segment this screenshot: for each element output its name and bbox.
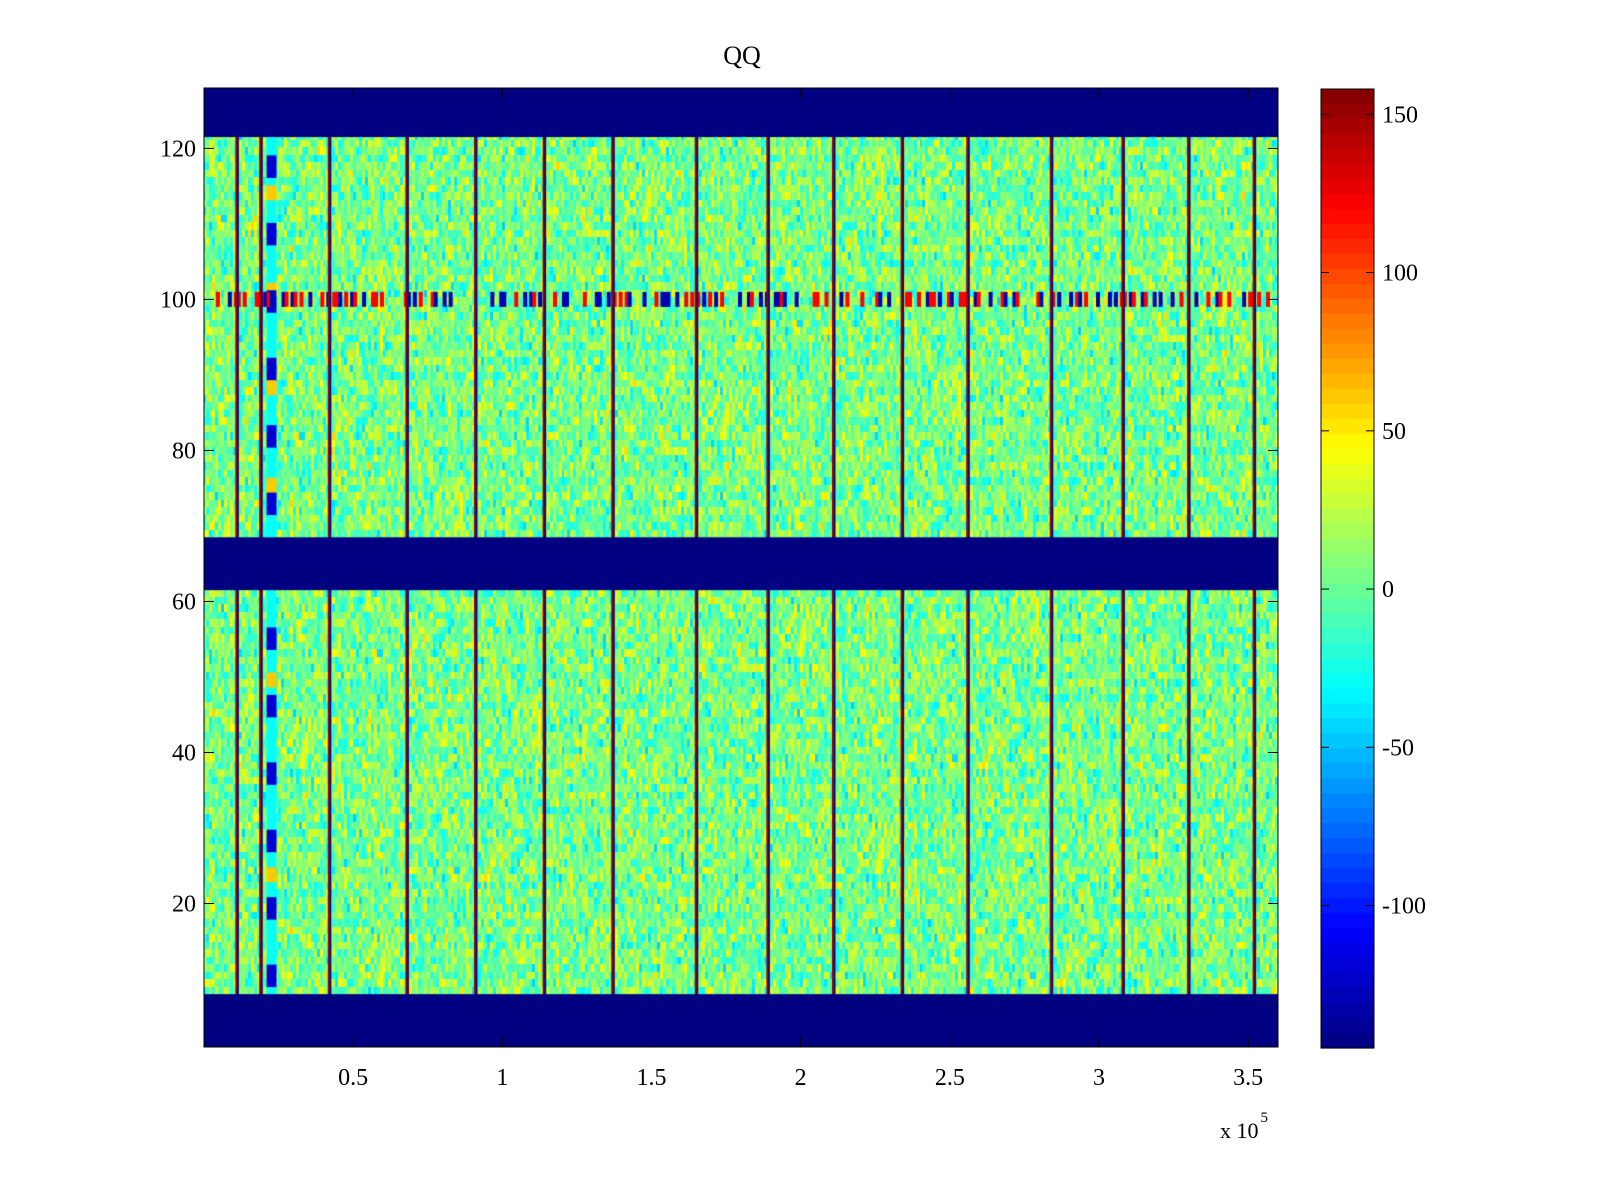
- colorbar-segment: [1321, 808, 1374, 824]
- colorbar-segment: [1321, 973, 1374, 989]
- colorbar-tick-label: -100: [1382, 894, 1426, 920]
- colorbar-segment: [1321, 553, 1374, 570]
- colorbar-segment: [1321, 163, 1374, 180]
- x-tick-label: 3: [1093, 1065, 1105, 1091]
- colorbar-segment: [1321, 328, 1374, 345]
- colorbar-segment: [1321, 568, 1374, 585]
- colorbar-tick-label: 0: [1382, 577, 1394, 603]
- colorbar-axis: 150 100 50 0 -50 -100: [1321, 102, 1426, 920]
- colorbar-segment: [1321, 703, 1374, 719]
- colorbar-segment: [1321, 658, 1374, 674]
- y-tick-label: 100: [160, 287, 196, 313]
- colorbar-segment: [1321, 103, 1374, 120]
- colorbar-tick-label: -50: [1382, 735, 1414, 761]
- y-tick-label: 120: [160, 136, 196, 162]
- colorbar-segment: [1321, 733, 1374, 749]
- colorbar-segment: [1321, 718, 1374, 734]
- colorbar-segment: [1321, 388, 1374, 405]
- colorbar-segment: [1321, 133, 1374, 150]
- colorbar-segment: [1321, 928, 1374, 944]
- colorbar-segment: [1321, 1003, 1374, 1019]
- colorbar-segment: [1321, 493, 1374, 510]
- colorbar-segment: [1321, 478, 1374, 495]
- y-tick-label: 20: [172, 892, 196, 918]
- colorbar-segment: [1321, 358, 1374, 375]
- colorbar-segment: [1321, 613, 1374, 630]
- x-tick-label: 0.5: [338, 1065, 368, 1091]
- colorbar-segment: [1321, 763, 1374, 779]
- colorbar-segment: [1321, 1033, 1374, 1049]
- colorbar-segment: [1321, 943, 1374, 959]
- colorbar-segment: [1321, 343, 1374, 360]
- colorbar-segment: [1321, 298, 1374, 315]
- colorbar-segment: [1321, 433, 1374, 450]
- colorbar-segment: [1321, 448, 1374, 465]
- colorbar-tick-label: 150: [1382, 102, 1418, 128]
- colorbar-segment: [1321, 673, 1374, 689]
- heatmap-plot-area: [204, 88, 1278, 1047]
- colorbar-segment: [1321, 223, 1374, 240]
- x-axis-multiplier: x 10 5: [1220, 1110, 1268, 1143]
- colorbar-segment: [1321, 403, 1374, 420]
- colorbar-segment: [1321, 823, 1374, 839]
- colorbar-segment: [1321, 208, 1374, 225]
- colorbar-segment: [1321, 523, 1374, 540]
- colorbar-segment: [1321, 118, 1374, 135]
- colorbar-segment: [1321, 508, 1374, 525]
- colorbar-segment: [1321, 643, 1374, 660]
- colorbar-segment: [1321, 868, 1374, 884]
- colorbar-segment: [1321, 253, 1374, 270]
- colorbar-segment: [1321, 778, 1374, 794]
- colorbar-segment: [1321, 988, 1374, 1004]
- colorbar-segment: [1321, 148, 1374, 165]
- colorbar-segment: [1321, 898, 1374, 914]
- plot-frame: [203, 87, 1279, 1048]
- x-tick-label: 3.5: [1233, 1065, 1263, 1091]
- colorbar-segment: [1321, 178, 1374, 195]
- colorbar: [1321, 89, 1374, 1049]
- colorbar-segment: [1321, 1018, 1374, 1034]
- colorbar-frame: [1320, 88, 1375, 1049]
- colorbar-segment: [1321, 268, 1374, 285]
- colorbar-segment: [1321, 628, 1374, 645]
- x-tick-label: 1.5: [637, 1065, 667, 1091]
- colorbar-segment: [1321, 89, 1374, 105]
- colorbar-segment: [1321, 598, 1374, 615]
- colorbar-segment: [1321, 538, 1374, 555]
- x-tick-label: 2.5: [935, 1065, 965, 1091]
- y-tick-label: 60: [172, 589, 196, 615]
- colorbar-segment: [1321, 688, 1374, 704]
- x-axis: 0.5 1 1.5 2 2.5 3 3.5: [338, 88, 1263, 1091]
- colorbar-segment: [1321, 793, 1374, 809]
- chart-title: QQ: [723, 41, 761, 70]
- colorbar-segment: [1321, 913, 1374, 929]
- colorbar-segment: [1321, 463, 1374, 480]
- y-tick-label: 40: [172, 741, 196, 767]
- colorbar-segment: [1321, 283, 1374, 300]
- colorbar-segment: [1321, 748, 1374, 764]
- colorbar-segment: [1321, 958, 1374, 974]
- y-tick-label: 80: [172, 438, 196, 464]
- colorbar-segment: [1321, 373, 1374, 390]
- heatmap-cells: [204, 88, 1278, 1047]
- colorbar-segment: [1321, 853, 1374, 869]
- colorbar-tick-label: 50: [1382, 419, 1406, 445]
- x-tick-label: 1: [496, 1065, 508, 1091]
- colorbar-segment: [1321, 838, 1374, 854]
- colorbar-segment: [1321, 238, 1374, 255]
- colorbar-segment: [1321, 313, 1374, 330]
- colorbar-segment: [1321, 883, 1374, 899]
- colorbar-segment: [1321, 193, 1374, 210]
- x-tick-label: 2: [795, 1065, 807, 1091]
- colorbar-segment: [1321, 418, 1374, 435]
- colorbar-tick-label: 100: [1382, 261, 1418, 287]
- colorbar-segment: [1321, 583, 1374, 600]
- y-axis: 20 40 60 80 100 120: [160, 136, 1278, 918]
